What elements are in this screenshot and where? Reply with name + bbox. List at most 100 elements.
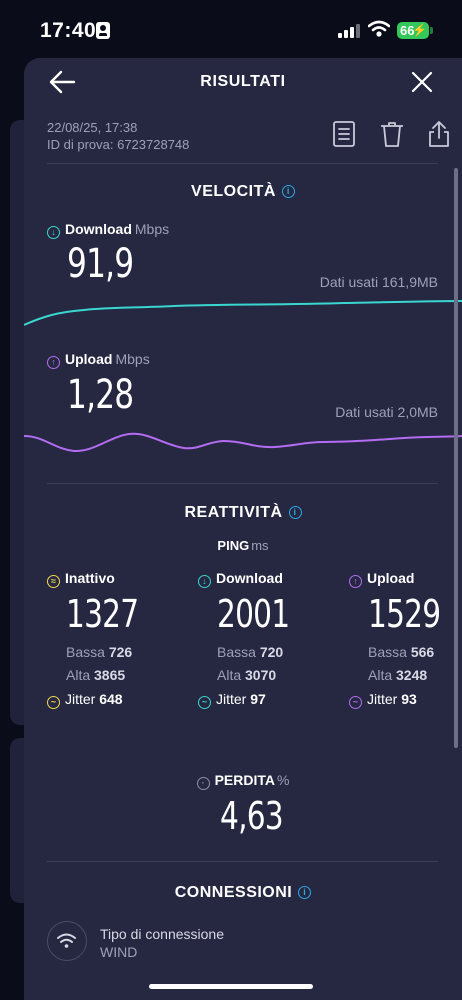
high-label: Alta (217, 667, 242, 683)
info-icon[interactable]: i (288, 506, 302, 519)
speed-section-title: VELOCITÀ i (24, 183, 462, 201)
download-data-used: Dati usati 161,9MB (319, 274, 438, 290)
info-icon[interactable]: i (298, 886, 312, 899)
download-ping-label: ↓ Download (198, 570, 338, 588)
connection-type-label: Tipo di connessione (100, 926, 225, 942)
divider (47, 483, 438, 484)
jitter-label: Jitter (65, 691, 96, 707)
list-icon[interactable] (332, 120, 356, 148)
high-label: Alta (66, 667, 91, 683)
ping-idle-column: ≈ Inattivo 1327 Bassa 726 Alta 3865 ~ Jitt… (47, 570, 187, 709)
connections-section-title: CONNESSIONI i (24, 884, 462, 902)
download-label-text: Download (65, 221, 132, 237)
upload-graph (24, 432, 462, 453)
jitter-icon: ~ (349, 696, 362, 709)
download-high: Alta 3070 (217, 667, 338, 686)
upload-arrow-icon: ↑ (349, 575, 362, 588)
download-ping-label-text: Download (216, 570, 283, 586)
download-graph (24, 300, 462, 326)
scrollbar[interactable] (454, 168, 458, 748)
low-label: Bassa (66, 644, 105, 660)
idle-icon: ≈ (47, 575, 60, 588)
battery-nub (430, 27, 433, 34)
upload-jitter: ~ Jitter 93 (349, 691, 462, 709)
test-date: 22/08/25, 17:38 (47, 120, 138, 135)
jitter-label: Jitter (367, 691, 398, 707)
test-id: ID di prova: 6723728748 (47, 137, 190, 152)
upload-ping-label: ↑ Upload (349, 570, 462, 588)
idle-ping-value: 1327 (66, 592, 139, 636)
responsiveness-section-title: REATTIVITÀ i (24, 504, 462, 522)
sheet-header: RISULTATI (24, 58, 462, 108)
idle-label: ≈ Inattivo (47, 570, 187, 588)
upload-value: 1,28 (67, 372, 134, 418)
battery-indicator: 66 ⚡ (397, 22, 429, 39)
status-time: 17:40 (40, 19, 97, 42)
divider (47, 163, 438, 164)
loss-unit: % (276, 772, 290, 788)
high-value: 3070 (245, 667, 277, 683)
jitter-label: Jitter (216, 691, 247, 707)
idle-high: Alta 3865 (66, 667, 187, 686)
jitter-icon: ~ (47, 696, 60, 709)
arrow-left-icon[interactable] (48, 68, 78, 96)
close-icon[interactable] (410, 70, 434, 94)
download-arrow-icon: ↓ (47, 226, 60, 239)
upload-high: Alta 3248 (368, 667, 462, 686)
share-icon[interactable] (427, 120, 451, 148)
upload-low: Bassa 566 (368, 644, 462, 663)
jitter-value: 648 (99, 691, 123, 707)
idle-jitter: ~ Jitter 648 (47, 691, 187, 709)
high-value: 3865 (94, 667, 126, 683)
packet-loss-icon: · (196, 777, 210, 790)
low-label: Bassa (368, 644, 407, 660)
connection-type-badge (47, 921, 87, 961)
idle-low: Bassa 726 (66, 644, 187, 663)
info-icon[interactable]: i (281, 185, 295, 198)
wifi-status-icon (368, 20, 390, 37)
jitter-icon: ~ (198, 696, 211, 709)
trash-icon[interactable] (380, 120, 404, 148)
connections-title-text: CONNESSIONI (174, 884, 293, 901)
battery-level: 66 (400, 23, 415, 38)
high-value: 3248 (396, 667, 428, 683)
status-bar: 17:40 66 ⚡ (0, 0, 462, 58)
connection-type-value: WIND (100, 944, 138, 960)
divider (47, 861, 438, 862)
charging-bolt-icon: ⚡ (412, 23, 427, 37)
upload-label-text: Upload (65, 351, 113, 367)
upload-label: ↑ Upload Mbps (47, 351, 150, 369)
low-value: 566 (410, 644, 435, 660)
contact-card-icon (96, 22, 110, 39)
jitter-value: 93 (401, 691, 417, 707)
download-ping-value: 2001 (217, 592, 290, 636)
download-label: ↓ Download Mbps (47, 221, 169, 239)
ping-label-text: PING (217, 538, 250, 553)
ping-unit: ms (251, 538, 269, 553)
idle-label-text: Inattivo (65, 570, 115, 586)
loss-label-text: PERDITA (214, 772, 275, 788)
home-indicator[interactable] (149, 984, 313, 989)
cellular-signal-icon (338, 24, 360, 38)
jitter-value: 97 (250, 691, 266, 707)
upload-arrow-icon: ↑ (47, 356, 60, 369)
upload-ping-value: 1529 (368, 592, 441, 636)
ping-upload-column: ↑ Upload 1529 Bassa 566 Alta 3248 ~ Jitter… (349, 570, 462, 709)
low-value: 720 (259, 644, 284, 660)
page-title: RISULTATI (200, 73, 286, 90)
upload-ping-label-text: Upload (367, 570, 415, 586)
responsiveness-title-text: REATTIVITÀ (184, 504, 283, 521)
upload-data-used: Dati usati 2,0MB (335, 404, 438, 420)
results-sheet: RISULTATI 22/08/25, 17:38 ID di prova: 6… (24, 58, 462, 1000)
low-value: 726 (108, 644, 133, 660)
ping-download-column: ↓ Download 2001 Bassa 720 Alta 3070 ~ Jitt… (198, 570, 338, 709)
low-label: Bassa (217, 644, 256, 660)
download-jitter: ~ Jitter 97 (198, 691, 338, 709)
speed-title-text: VELOCITÀ (191, 183, 276, 200)
upload-unit: Mbps (115, 351, 150, 367)
packet-loss-value: 4,63 (220, 794, 284, 838)
high-label: Alta (368, 667, 393, 683)
download-arrow-icon: ↓ (198, 575, 211, 588)
download-low: Bassa 720 (217, 644, 338, 663)
download-unit: Mbps (134, 221, 170, 237)
